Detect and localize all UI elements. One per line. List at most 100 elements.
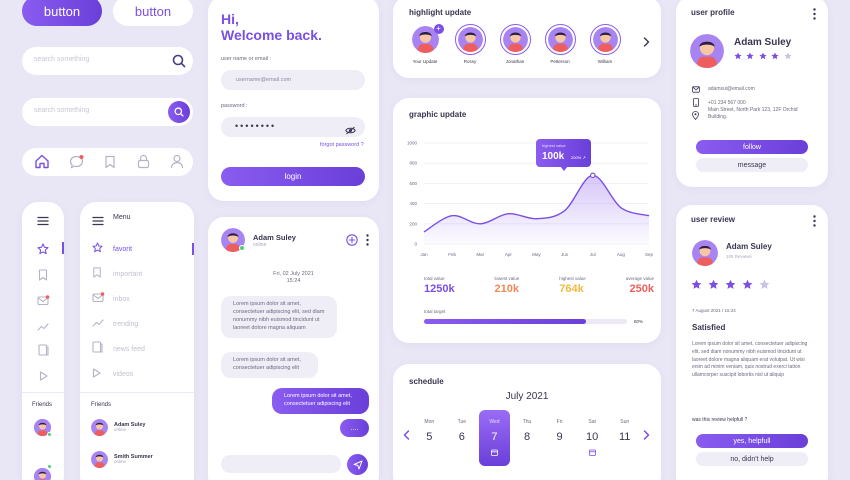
chat-message-input[interactable] [221, 455, 341, 473]
search-bar-plain[interactable]: search something [22, 47, 193, 75]
trending-icon[interactable] [37, 319, 49, 337]
story-item[interactable]: Rossy [450, 24, 490, 64]
helpful-no-button[interactable]: no, didn't help [696, 452, 808, 466]
series-area [424, 175, 649, 244]
tooltip-pct: 200% ↗ [571, 155, 586, 160]
forgot-password-link[interactable]: forgot password ? [320, 142, 364, 148]
day-item[interactable]: Tue 6 [446, 410, 477, 466]
more-vertical-icon[interactable] [813, 7, 816, 25]
stat-label: highest value [559, 276, 586, 281]
search-icon[interactable] [172, 54, 186, 73]
highlight-card: highlight update + Your Update Rossy Jonath… [393, 0, 661, 78]
sidebar-item-videos[interactable]: videos [92, 367, 133, 381]
sidebar-item-inbox[interactable]: inbox [92, 292, 130, 306]
more-vertical-icon[interactable] [366, 233, 369, 251]
user-icon[interactable] [170, 154, 184, 174]
outline-button[interactable]: button [113, 0, 193, 26]
active-indicator [192, 243, 194, 255]
chat-icon[interactable] [69, 155, 84, 174]
story-avatar: + [409, 24, 444, 55]
star-empty-icon [784, 52, 792, 60]
bookmark-icon[interactable] [104, 155, 116, 174]
story-avatar [499, 24, 531, 55]
days-row: Mon 5 Tue 6 Wed 7 Thu 8 Fri 9 Sat 10 Sun 11 [413, 408, 641, 468]
menu-title: Menu [113, 214, 131, 221]
hamburger-icon[interactable] [92, 213, 104, 231]
message-button[interactable]: message [696, 158, 808, 172]
day-number: 8 [523, 431, 531, 443]
stat-value: 250k [629, 283, 654, 295]
stat-value: 764k [559, 283, 584, 295]
star-filled-icon [691, 279, 702, 289]
follow-button[interactable]: follow [696, 140, 808, 154]
search-bar-button[interactable]: search something [22, 98, 193, 126]
stat-value: 1250k [424, 283, 455, 295]
sidebar-divider [80, 392, 194, 393]
y-tick-label: 400 [409, 201, 417, 206]
x-tick-label: May [532, 252, 541, 257]
profile-address: Main Street, North Park 123, 12F Orchid … [708, 107, 798, 120]
outgoing-message: Lorem ipsum dolor sit amet, consectetuer… [272, 388, 369, 414]
add-icon[interactable] [346, 233, 358, 251]
story-item[interactable]: + Your Update [405, 24, 445, 64]
day-item[interactable]: Mon 5 [414, 410, 445, 466]
chevron-right-icon[interactable] [643, 427, 650, 445]
y-tick-label: 800 [409, 161, 417, 166]
search-button[interactable] [168, 101, 190, 123]
eye-icon[interactable] [345, 122, 356, 140]
username-field[interactable]: username@email.com [221, 70, 365, 90]
add-story-icon[interactable]: + [433, 24, 444, 34]
chevron-right-icon[interactable] [643, 34, 650, 52]
day-selected[interactable]: Wed 7 [478, 410, 510, 466]
target-fill [424, 319, 587, 324]
friend-item[interactable]: Adam Suley online [91, 419, 145, 436]
peak-marker[interactable] [589, 172, 596, 179]
sidebar-item-trending[interactable]: trending [92, 317, 138, 331]
day-item[interactable]: Sat 10 [577, 410, 608, 466]
send-button[interactable] [347, 454, 368, 475]
home-icon[interactable] [34, 154, 50, 174]
story-item[interactable]: William [585, 24, 625, 64]
day-number: 9 [556, 431, 563, 443]
login-button[interactable]: login [221, 167, 365, 186]
more-vertical-icon[interactable] [813, 214, 816, 232]
schedule-title: schedule [409, 377, 444, 386]
star-filled-icon [746, 52, 754, 60]
search-input[interactable]: search something [34, 56, 90, 63]
day-item[interactable]: Sun 11 [609, 410, 640, 466]
play-icon[interactable] [39, 368, 48, 386]
highlight-title: highlight update [409, 8, 472, 17]
story-item[interactable]: Jonathan [495, 24, 535, 64]
bookmark-icon[interactable] [38, 268, 48, 286]
helpful-yes-button[interactable]: yes, helpfull [696, 434, 808, 448]
story-avatar [544, 24, 576, 55]
story-item[interactable]: Petterson [540, 24, 580, 64]
stat-item: lowest value 210k [495, 276, 520, 295]
story-name: William [597, 59, 613, 64]
friend-item[interactable]: Smith Summer online [91, 451, 153, 468]
day-item[interactable]: Thu 8 [512, 410, 543, 466]
star-icon[interactable] [37, 242, 49, 260]
username-label: user name or email : [221, 56, 272, 62]
password-field[interactable]: •••••••• [221, 117, 365, 137]
mail-icon[interactable] [37, 293, 50, 311]
sidebar-item-favorit[interactable]: favorit [92, 242, 192, 256]
profile-email: adamsui@email.com [708, 86, 755, 92]
search-input-2[interactable]: search something [34, 107, 90, 114]
chevron-left-icon[interactable] [403, 427, 410, 445]
password-value: •••••••• [235, 121, 277, 131]
lock-icon[interactable] [137, 154, 150, 174]
friend-avatar[interactable] [34, 419, 51, 436]
sidebar-item-news-feed[interactable]: news feed [92, 341, 145, 356]
star-empty-icon [759, 279, 770, 289]
x-tick-label: Jan [420, 252, 428, 257]
day-item[interactable]: Fri 9 [544, 410, 575, 466]
filled-button[interactable]: button [22, 0, 102, 26]
story-name: Jonathan [505, 59, 525, 64]
hamburger-icon[interactable] [37, 213, 49, 231]
news-icon[interactable] [38, 343, 49, 361]
chat-contact-name: Adam Suley [253, 233, 296, 242]
sidebar-item-important[interactable]: important [92, 267, 142, 281]
x-tick-label: Jun [561, 252, 569, 257]
friend-avatar[interactable] [34, 468, 51, 480]
